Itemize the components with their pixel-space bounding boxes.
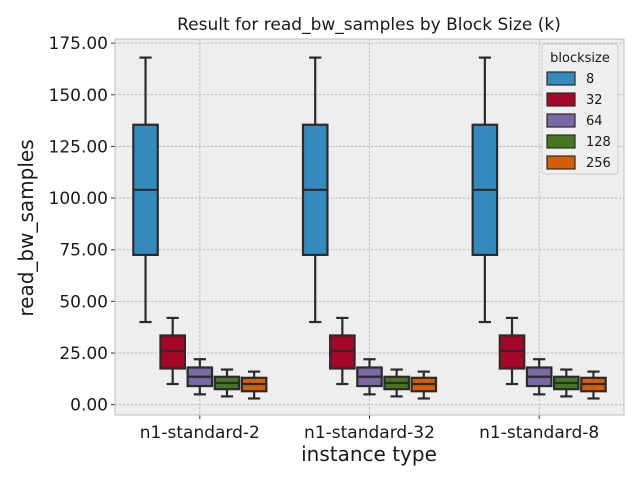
- box-plot-8-0: [132, 56, 159, 324]
- legend-label-256: 256: [586, 156, 611, 171]
- box-plot-256-0: [240, 370, 268, 400]
- y-tick-label: 25.00: [59, 344, 108, 364]
- box-plot-128-1: [383, 368, 410, 398]
- box-plot-128-0: [213, 368, 241, 398]
- y-axis-title: read_bw_samples: [14, 139, 38, 316]
- legend-swatch-256: [546, 155, 576, 170]
- box-plot-8-1: [301, 56, 329, 324]
- legend-label-32: 32: [586, 93, 603, 108]
- y-tick-label: 50.00: [59, 292, 108, 312]
- legend-swatch-32: [546, 92, 576, 107]
- legend: blocksize 8 32 64 128 256: [541, 43, 619, 175]
- box-plot-32-0: [159, 316, 187, 386]
- box-plot-64-2: [525, 358, 553, 396]
- box-plot-128-2: [552, 368, 580, 398]
- y-tick-label: 150.00: [49, 86, 108, 106]
- legend-swatch-64: [546, 113, 576, 128]
- legend-swatch-128: [546, 134, 576, 149]
- box-plot-256-2: [580, 370, 607, 400]
- x-tick-label: n1-standard-8: [479, 423, 599, 443]
- x-tick-label: n1-standard-2: [140, 423, 260, 443]
- x-axis-title: instance type: [301, 442, 437, 466]
- box-plot-64-0: [186, 358, 214, 396]
- legend-label-8: 8: [586, 72, 594, 87]
- y-tick-label: 75.00: [59, 241, 108, 261]
- y-tick-label: 0.00: [70, 396, 108, 416]
- legend-label-64: 64: [586, 114, 603, 129]
- y-tick-label: 125.00: [49, 137, 108, 157]
- x-tick-label: n1-standard-32: [304, 423, 435, 443]
- y-tick-label: 100.00: [49, 189, 108, 209]
- box-plot-64-1: [356, 358, 383, 396]
- legend-title: blocksize: [550, 51, 610, 66]
- legend-label-128: 128: [586, 135, 611, 150]
- plot-frame: [114, 38, 625, 416]
- y-tick-label: 175.00: [49, 34, 108, 54]
- box-plot-8-2: [471, 56, 499, 324]
- box-plot-256-1: [410, 370, 438, 400]
- box-plot-32-2: [498, 316, 526, 386]
- box-plot-32-1: [329, 316, 356, 386]
- chart-title: Result for read_bw_samples by Block Size…: [177, 15, 561, 35]
- legend-swatch-8: [546, 71, 576, 86]
